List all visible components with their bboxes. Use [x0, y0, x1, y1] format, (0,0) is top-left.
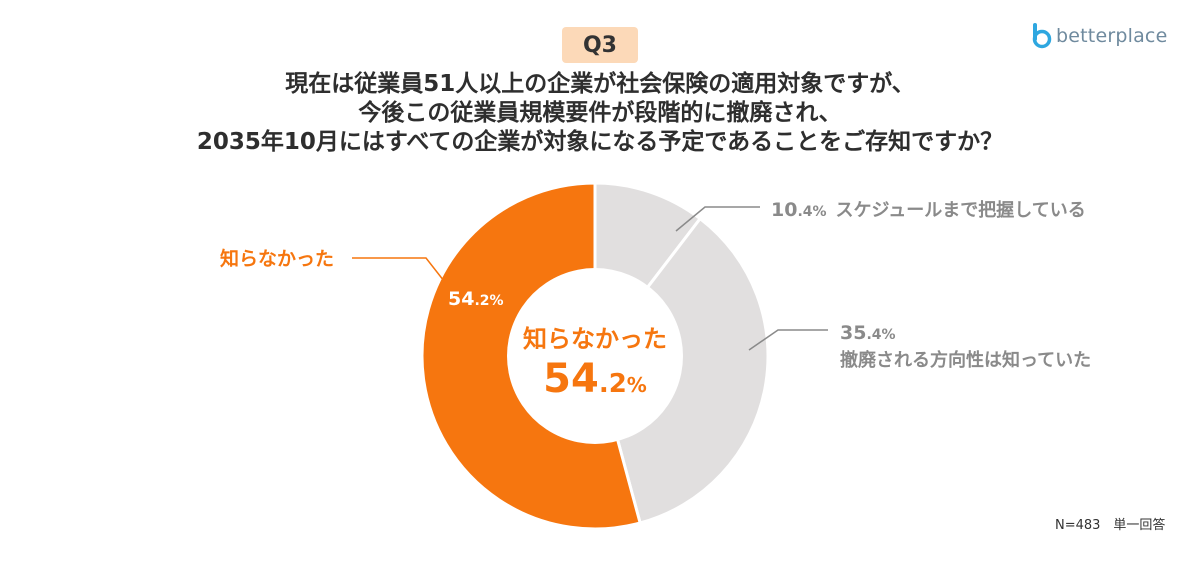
- logo-text: betterplace: [1056, 25, 1168, 47]
- leader-line-schedule: [675, 206, 760, 232]
- sample-note: N=483 単一回答: [1055, 518, 1166, 533]
- label-direction-value: 35.4%: [840, 322, 896, 344]
- leader-line-direction: [748, 329, 828, 351]
- title-line-1: 現在は従業員51人以上の企業が社会保険の適用対象ですが、: [285, 71, 915, 97]
- label-schedule-value-dec: .4: [797, 204, 812, 220]
- center-value-int: 54: [543, 356, 599, 402]
- label-schedule-unit: %: [813, 204, 827, 220]
- brand-logo: betterplace: [1031, 22, 1167, 50]
- page-title: 現在は従業員51人以上の企業が社会保険の適用対象ですが、 今後この従業員規模要件…: [0, 70, 1200, 157]
- label-unaware-text: 知らなかった: [220, 247, 334, 270]
- title-line-3: 2035年10月にはすべての企業が対象になる予定であることをご存知ですか？: [196, 129, 1004, 155]
- betterplace-logo-icon: [1032, 23, 1052, 49]
- label-direction-text: 撤廃される方向性は知っていた: [840, 349, 1091, 371]
- slice-unaware-value: 54.2%: [448, 288, 504, 310]
- slice-unaware-value-dec: .2: [474, 293, 489, 309]
- label-direction-value-dec: .4: [866, 327, 881, 343]
- donut-hole: [507, 268, 683, 444]
- label-schedule: 10.4% スケジュールまで把握している: [771, 199, 1086, 221]
- label-direction-unit: %: [882, 327, 896, 343]
- slice-unaware-unit: %: [490, 293, 504, 309]
- label-schedule-value-int: 10: [771, 199, 797, 221]
- center-label: 知らなかった: [523, 325, 667, 353]
- question-badge: Q3: [562, 27, 638, 63]
- center-value-unit: %: [627, 373, 647, 397]
- label-schedule-text: スケジュールまで把握している: [836, 199, 1086, 221]
- title-line-2: 今後この従業員規模要件が段階的に撤廃され、: [358, 100, 842, 126]
- leader-line-unaware: [352, 257, 445, 282]
- center-value: 54.2%: [543, 356, 647, 402]
- label-direction-value-int: 35: [840, 322, 866, 344]
- slice-unaware-value-int: 54: [448, 288, 474, 310]
- center-value-dec: .2: [599, 369, 627, 399]
